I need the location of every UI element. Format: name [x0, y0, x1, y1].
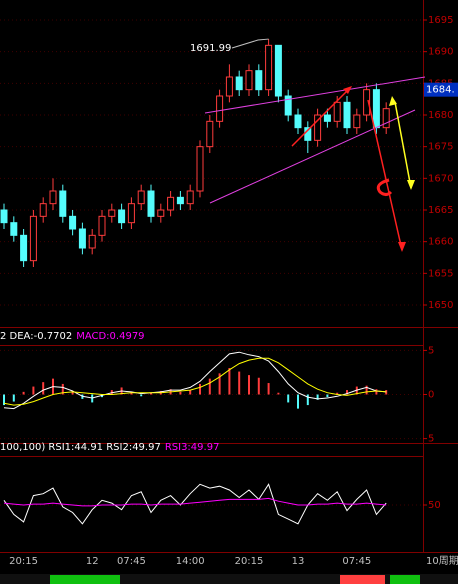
candle-body: [245, 70, 253, 91]
candle-body: [147, 190, 155, 217]
y-tick-label: 1660: [428, 237, 453, 248]
candle-body: [235, 76, 243, 91]
candle-body: [0, 209, 8, 224]
x-tick-label: 07:45: [117, 556, 146, 567]
y-tick-label: 1695: [428, 15, 453, 26]
y-tick-label: 1675: [428, 142, 453, 153]
arrow: [291, 87, 351, 147]
panel-frames: [0, 0, 458, 553]
header-item: 2 DEA:-0.7702: [0, 331, 72, 342]
last-price-label: 1684.: [426, 85, 455, 96]
status-cell: [50, 575, 120, 584]
candle-body: [382, 108, 390, 129]
candle-body: [98, 215, 106, 236]
trend-line: [209, 109, 416, 204]
header-item: MACD:0.4979: [76, 331, 144, 342]
panel-header: 2 DEA:-0.7702 MACD:0.4979: [0, 331, 145, 342]
y-tick-label: 1690: [428, 47, 453, 58]
peak-annotation: 1691.99: [190, 43, 231, 54]
y-tick-label: 1680: [428, 110, 453, 121]
panel-header: 100,100) RSI1:44.91 RSI2:49.97 RSI3:49.97: [0, 442, 219, 453]
candle-body: [39, 203, 47, 217]
candle-body: [323, 114, 331, 122]
series-line: [3, 351, 387, 410]
candle-body: [255, 70, 263, 91]
candle-body: [49, 190, 57, 205]
y-tick-label: 1665: [428, 205, 453, 216]
y-tick-label: 1670: [428, 173, 453, 184]
candle-body: [59, 190, 67, 217]
x-tick-label: 20:15: [9, 556, 38, 567]
candle-body: [29, 215, 37, 262]
y-tick-label: 5: [428, 434, 434, 445]
y-tick-label: 1650: [428, 300, 453, 311]
candle-body: [225, 76, 233, 97]
candle-body: [353, 114, 361, 129]
candle-body: [10, 222, 18, 236]
candle-body: [108, 209, 116, 217]
arrow-head: [389, 96, 397, 106]
series-line: [3, 483, 387, 525]
arrow-head: [343, 86, 352, 94]
drawings: [204, 76, 426, 252]
candle-body: [69, 215, 77, 230]
candle-body: [294, 114, 302, 129]
marks: 1650165516601665167016751680168516901695…: [0, 15, 458, 567]
candle-body: [333, 101, 341, 122]
trend-line: [204, 76, 426, 114]
candle-body: [372, 89, 380, 129]
candle-body: [78, 228, 86, 249]
status-bar: [0, 574, 458, 584]
status-bg: [0, 574, 458, 584]
candle-body: [186, 190, 194, 205]
header-item: RSI3:49.97: [165, 442, 220, 453]
candle-body: [196, 146, 204, 192]
candle-body: [284, 95, 292, 116]
candle-body: [88, 234, 96, 249]
candle-body: [137, 190, 145, 205]
y-tick-label: 5: [428, 345, 434, 356]
last-price-box: [424, 82, 458, 97]
candle-body: [274, 44, 282, 97]
series-line: [3, 497, 387, 507]
arrow-head: [398, 242, 406, 252]
candle-body: [216, 95, 224, 122]
candle-body: [127, 203, 135, 224]
candle-body: [176, 196, 184, 205]
status-cell: [390, 575, 420, 584]
candle-body: [206, 120, 214, 148]
candle-body: [20, 234, 28, 262]
x-tick-label: 14:00: [176, 556, 205, 567]
y-tick-label: 50: [428, 500, 441, 511]
status-cell: [340, 575, 385, 584]
candle-body: [363, 89, 371, 116]
arrow: [394, 101, 412, 189]
x-tick-label: 07:45: [342, 556, 371, 567]
future-label: 10周期后: [426, 555, 458, 567]
header-item: 100,100) RSI1:44.91 RSI2:49.97: [0, 442, 161, 453]
y-tick-label: 1655: [428, 268, 453, 279]
y-tick-label: 0: [428, 390, 434, 401]
candle-body: [314, 114, 322, 141]
annotation-line: [231, 38, 269, 49]
candle-body: [265, 44, 273, 91]
candle-body: [343, 101, 351, 129]
arrow-head: [407, 180, 415, 190]
candle-body: [167, 196, 175, 211]
x-tick-label: 12: [86, 556, 99, 567]
arrow: [367, 99, 403, 251]
hand-mark: [376, 178, 393, 196]
x-tick-label: 20:15: [235, 556, 264, 567]
series-line: [3, 357, 387, 406]
candle-body: [118, 209, 126, 224]
x-tick-label: 13: [292, 556, 305, 567]
candle-body: [157, 209, 165, 217]
